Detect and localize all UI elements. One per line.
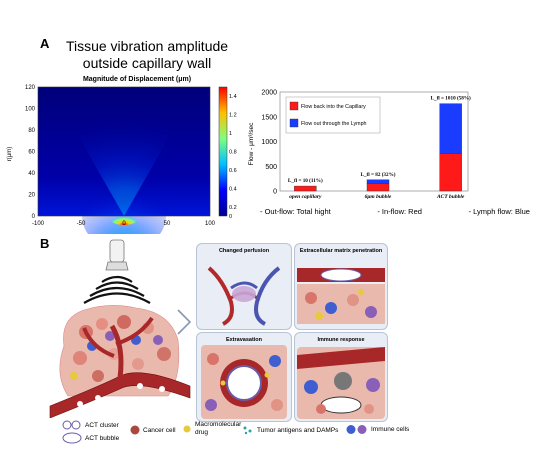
colorbar-tick: 1.2: [229, 113, 237, 119]
bar-xlabel: ACT bubble: [436, 194, 465, 200]
footer-lymph: - Lymph flow: Blue: [468, 207, 530, 216]
bar-annotation: L_fl = 1010 (58%): [431, 95, 472, 102]
chevron-right-icon: [177, 309, 192, 335]
title-line-1: Tissue vibration amplitude: [65, 38, 229, 54]
ultrasound-probe-icon: [105, 239, 129, 271]
legend-tumor-antigens: Tumor antigens and DAMPs: [242, 425, 338, 435]
legend-act-cluster: ACT cluster: [62, 420, 119, 430]
legend-swatch-capillary: [289, 101, 299, 111]
ultrasound-waves-icon: [83, 275, 151, 304]
colorbar-tick: 0.4: [229, 186, 237, 192]
colorbar-tick: 0: [229, 214, 232, 220]
macromolecular-drug-icon: [183, 425, 191, 433]
heatmap-xtick: 0: [122, 221, 126, 227]
colorbar-tick: 0.2: [229, 205, 237, 211]
heatmap-ytick: 80: [28, 128, 35, 134]
bar-capillary: [366, 183, 390, 192]
heatmap-ylabel: r(μm): [7, 147, 13, 161]
bar-annotation: L_fl = 82 (32%): [360, 171, 395, 178]
cancer-cell-icon: [130, 425, 140, 435]
card-ecm-penetration: Extracellular matrix penetration: [294, 243, 388, 330]
legend-act-bubble: ACT bubble: [62, 432, 119, 444]
legend-cancer-cell: Cancer cell: [130, 425, 176, 435]
tumor-antigens-icon: [243, 426, 252, 435]
title-line-2: outside capillary wall: [82, 55, 212, 71]
bar-capillary: [294, 185, 317, 192]
heatmap-subtitle: Magnitude of Displacement (μm): [82, 76, 192, 83]
legend-label-capillary: Flow back into the Capillary: [301, 104, 366, 110]
heatmap-xtick: 50: [164, 221, 171, 227]
chart-ytick: 2000: [261, 90, 277, 97]
ecm-illustration: [297, 268, 385, 324]
colorbar-tick: 0.8: [229, 150, 237, 156]
colorbar-tick: 0.6: [229, 168, 237, 174]
chart-ytick: 1000: [261, 139, 277, 146]
chart-footer: - Out-flow: Total hight - In-flow: Red -…: [260, 207, 530, 216]
heatmap-ytick: 0: [32, 214, 36, 220]
card-extravasation: Extravasation: [196, 332, 292, 422]
legend-swatch-lymph: [289, 118, 299, 128]
footer-inflow: - In-flow: Red: [377, 207, 422, 216]
card-changed-perfusion: Changed perfusion: [196, 243, 292, 330]
card-title-immune: Immune response: [317, 337, 365, 343]
card-immune-response: Immune response: [294, 332, 388, 422]
bar-xlabel: 6μm bubble: [365, 194, 392, 200]
colorbar: [218, 86, 228, 217]
bar-chart: Flow - μm³/sec 0 500 1000 1500 2000 L_fl = 1…: [248, 90, 472, 201]
panel-a-letter: A: [40, 36, 50, 51]
heatmap-ytick: 120: [25, 85, 36, 91]
blood-vessel: [49, 316, 191, 418]
heatmap-ytick: 60: [28, 150, 35, 156]
legend-macromolecular: Macromolecular drug: [182, 421, 241, 437]
bar-lymph: [439, 103, 462, 154]
heatmap-xtick: -50: [77, 221, 86, 227]
tumor-illustration: [49, 239, 191, 418]
perfusion-vessels-icon: [207, 266, 281, 326]
card-title-ecm: Extracellular matrix penetration: [299, 248, 383, 254]
colorbar-tick: 1: [229, 131, 232, 137]
bar-lymph: [366, 179, 390, 185]
bar-xlabel: open capillary: [289, 194, 322, 200]
colorbar-tick: 1.4: [229, 94, 237, 100]
chart-ylabel: Flow - μm³/sec: [248, 122, 255, 165]
card-title-perfusion: Changed perfusion: [218, 248, 270, 254]
footer-outflow: - Out-flow: Total hight: [260, 207, 331, 216]
immune-cells-icon: [346, 425, 367, 434]
panel-b-letter: B: [40, 236, 50, 251]
chart-legend: Flow back into the Capillary Flow out th…: [285, 96, 381, 134]
legend-immune-cells: Immune cells: [346, 424, 409, 435]
chart-ytick: 0: [273, 189, 277, 196]
card-title-extravasation: Extravasation: [225, 337, 263, 343]
heatmap-figure: 120 100 80 60 40 20 0 -100 -50 0 50 100 1.4 1.2 1 0.8…: [7, 85, 237, 234]
extravasation-illustration: [201, 345, 287, 419]
heatmap-xtick: 100: [205, 221, 216, 227]
immune-illustration: [297, 347, 385, 419]
chart-ytick: 1500: [261, 114, 277, 121]
bar-annotation: L_fl = 10 (11%): [288, 177, 323, 184]
panel-b-legend: ACT cluster ACT bubble Cancer cell Macro…: [40, 420, 530, 460]
displacement-beam: [60, 104, 188, 216]
heatmap-ytick: 20: [28, 193, 35, 199]
heatmap-main-title: Tissue vibration amplitude outside capil…: [62, 38, 232, 72]
heatmap-ytick: 40: [28, 171, 35, 177]
heatmap-xtick: -100: [32, 221, 45, 227]
heatmap-ytick: 100: [25, 107, 36, 113]
legend-label-lymph: Flow out through the Lymph: [301, 121, 367, 127]
chart-ytick: 500: [265, 164, 277, 171]
act-bubble-icon: [62, 432, 82, 444]
act-cluster-icon: [62, 420, 81, 430]
bar-capillary: [439, 153, 462, 192]
